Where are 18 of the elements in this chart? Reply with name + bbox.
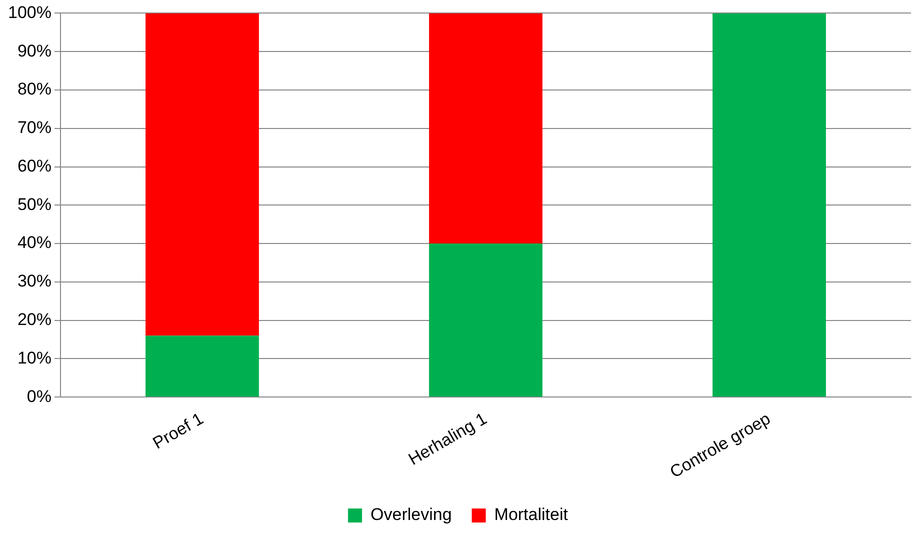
bar: [429, 244, 542, 397]
bar: [429, 13, 542, 244]
y-tick-label: 40%: [17, 233, 52, 252]
y-tick-label: 30%: [17, 272, 52, 291]
bar: [146, 13, 259, 336]
y-tick-label: 90%: [17, 41, 52, 60]
legend-label: Mortaliteit: [494, 505, 568, 524]
y-tick-label: 10%: [17, 348, 52, 368]
y-tick-label: 60%: [17, 156, 52, 176]
y-tick-label: 20%: [17, 310, 52, 330]
y-tick-label: 70%: [17, 118, 52, 138]
bar: [146, 336, 259, 397]
y-tick-label: 50%: [17, 194, 52, 214]
y-tick-label: 0%: [26, 386, 52, 406]
bar: [712, 13, 826, 397]
y-tick-label: 80%: [17, 80, 52, 99]
y-tick-label: 100%: [8, 2, 52, 22]
legend-label: Overleving: [370, 505, 452, 524]
